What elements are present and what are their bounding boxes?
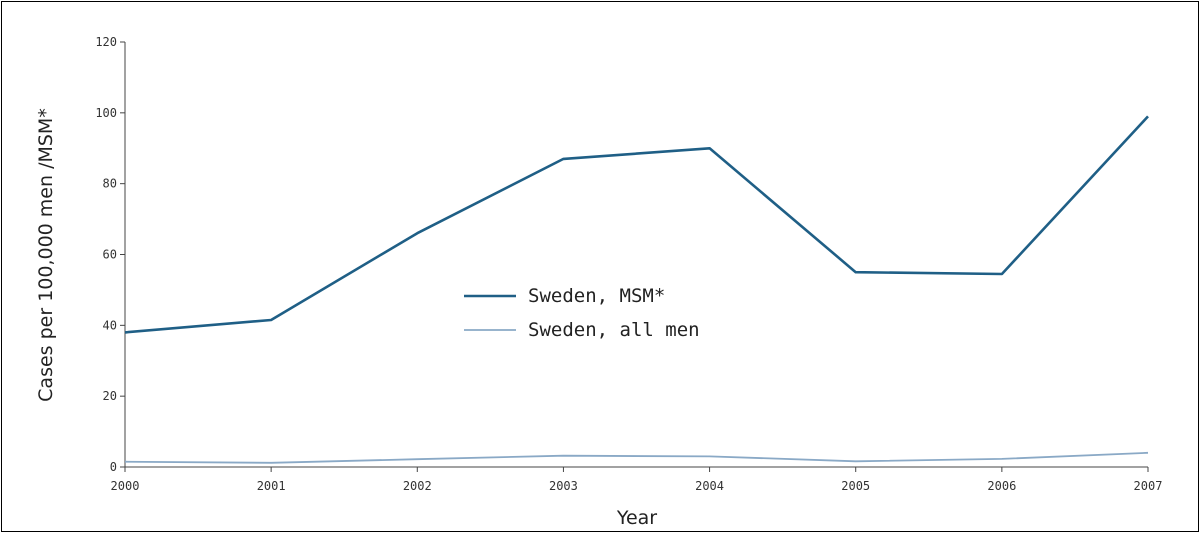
series-line-sweden-all-men (124, 451, 1149, 464)
x-tick-label: 2003 (549, 479, 578, 493)
x-axis-title: Year (616, 507, 657, 529)
legend: Sweden, MSM* Sweden, all men (464, 285, 700, 341)
y-tick-label: 100 (95, 106, 117, 120)
x-tick-label: 2002 (403, 479, 432, 493)
y-tick-label: 40 (103, 318, 117, 332)
x-tick-label: 2000 (111, 479, 140, 493)
series-layer (124, 115, 1149, 464)
x-tick-label: 2006 (987, 479, 1016, 493)
y-tick-label: 0 (110, 460, 117, 474)
y-tick-label: 60 (103, 248, 117, 262)
y-tick-label: 20 (103, 389, 117, 403)
legend-label: Sweden, MSM* (528, 285, 665, 307)
axes: 0 20 40 60 80 100 120 2000 2001 2002 2003 2004 2005 2… (95, 35, 1162, 493)
x-tick-label: 2004 (695, 479, 724, 493)
x-tick-label: 2007 (1134, 479, 1163, 493)
x-tick-label: 2005 (841, 479, 870, 493)
x-tick-label: 2001 (257, 479, 286, 493)
series-line-sweden-msm (124, 115, 1149, 334)
y-axis-title: Cases per 100,000 men /MSM* (35, 108, 57, 402)
legend-label: Sweden, all men (528, 319, 700, 341)
y-tick-label: 80 (103, 177, 117, 191)
y-tick-label: 120 (95, 35, 117, 49)
